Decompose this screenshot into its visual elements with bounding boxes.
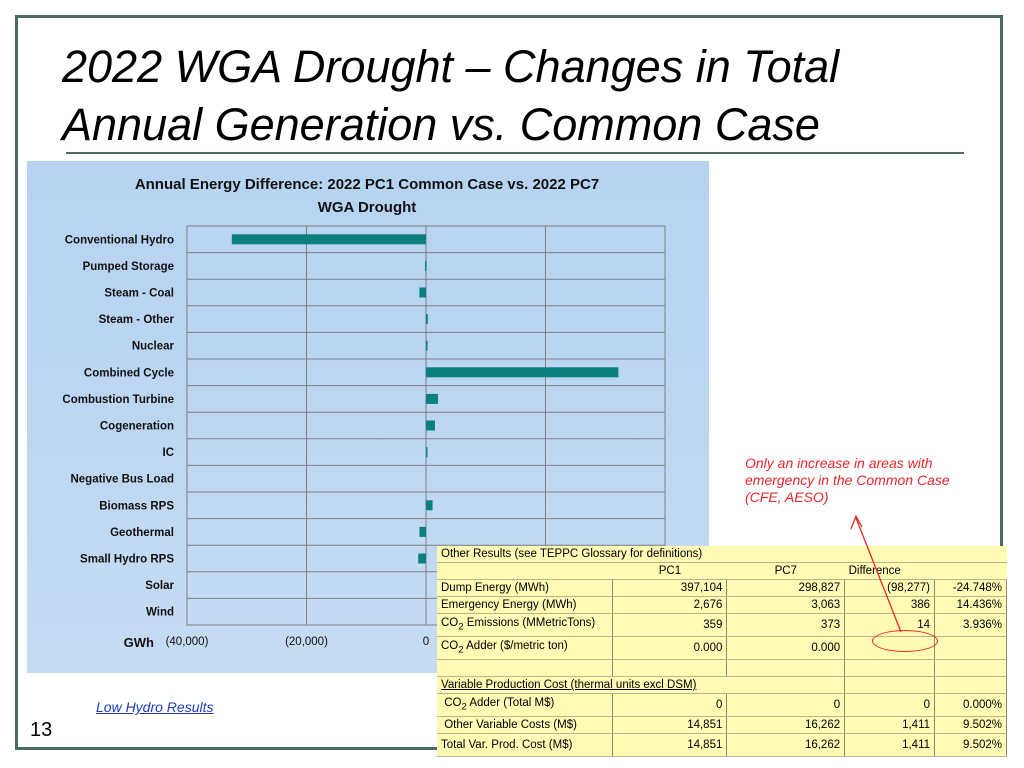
slide-title: 2022 WGA Drought – Changes in Total Annu… [62,38,982,154]
table-row: CO2 Adder (Total M$) 0 0 0 0.000% [437,693,1007,717]
slide-title-line1: 2022 WGA Drought – Changes in Total [62,41,840,92]
table-title: Other Results (see TEPPC Glossary for de… [437,546,1007,563]
slide-title-line2: Annual Generation vs. Common Case [62,99,820,150]
bar [418,553,426,564]
title-rule [66,152,964,154]
category-label: Steam - Other [99,314,175,326]
table-row: Dump Energy (MWh) 397,104 298,827 (98,27… [437,579,1007,597]
annotation-note: Only an increase in areas with emergency… [745,455,950,505]
table-row: Other Variable Costs (M$) 14,851 16,262 … [437,716,1007,734]
bar [426,367,619,378]
x-tick-label: (40,000) [166,636,209,648]
col-header-pc7: PC7 [726,562,845,580]
category-label: Pumped Storage [83,261,174,273]
category-label: Biomass RPS [99,500,174,512]
highlight-circle [872,630,938,652]
category-label: Negative Bus Load [70,474,174,486]
category-label: Cogeneration [100,421,174,433]
col-header-pc1: PC1 [612,562,727,580]
table-total-row: Total Var. Prod. Cost (M$) 14,851 16,262… [437,733,1007,757]
category-label: IC [163,447,175,459]
category-label: Combined Cycle [84,367,174,379]
table-row: Emergency Energy (MWh) 2,676 3,063 386 1… [437,596,1007,614]
bar [425,260,427,271]
low-hydro-results-link[interactable]: Low Hydro Results [96,699,214,715]
category-label: Solar [145,580,174,592]
chart-title: Annual Energy Difference: 2022 PC1 Commo… [107,173,627,219]
chart-title-line2: WGA Drought [317,199,417,216]
category-label: Combustion Turbine [62,394,174,406]
bar [426,420,435,431]
table-header-row: Other Results (see TEPPC Glossary for de… [437,546,1007,563]
category-label: Wind [146,607,174,619]
page-number: 13 [30,719,53,741]
category-label: Steam - Coal [104,288,174,300]
other-results-table: Other Results (see TEPPC Glossary for de… [437,546,1007,757]
table-row [437,659,1007,677]
bar [426,500,433,511]
x-tick-label: (20,000) [285,636,328,648]
table-section-header: Variable Production Cost (thermal units … [437,676,1007,694]
col-header-difference: Difference [844,562,935,580]
category-label: Nuclear [132,341,175,353]
bar [231,234,426,245]
emergency-difference-cell: 386 [844,596,936,614]
bar [426,393,438,404]
bar [419,526,426,537]
x-tick-label: 0 [423,636,429,648]
table-column-row: PC1 PC7 Difference [437,562,1007,580]
category-label: Geothermal [110,527,174,539]
bar [419,287,426,298]
bar [426,314,428,325]
bar [426,340,428,351]
bar-chart: Conventional Hydro Pumped Storage Steam - … [62,225,666,650]
x-axis-label: GWh [124,635,154,650]
table-row: CO2 Adder ($/metric ton) 0.000 0.000 [437,636,1007,660]
chart-title-line1: Annual Energy Difference: 2022 PC1 Commo… [134,176,600,193]
category-label: Small Hydro RPS [80,554,174,566]
bar [426,447,428,458]
chart-panel: Annual Energy Difference: 2022 PC1 Commo… [27,161,709,673]
category-label: Conventional Hydro [65,234,174,246]
